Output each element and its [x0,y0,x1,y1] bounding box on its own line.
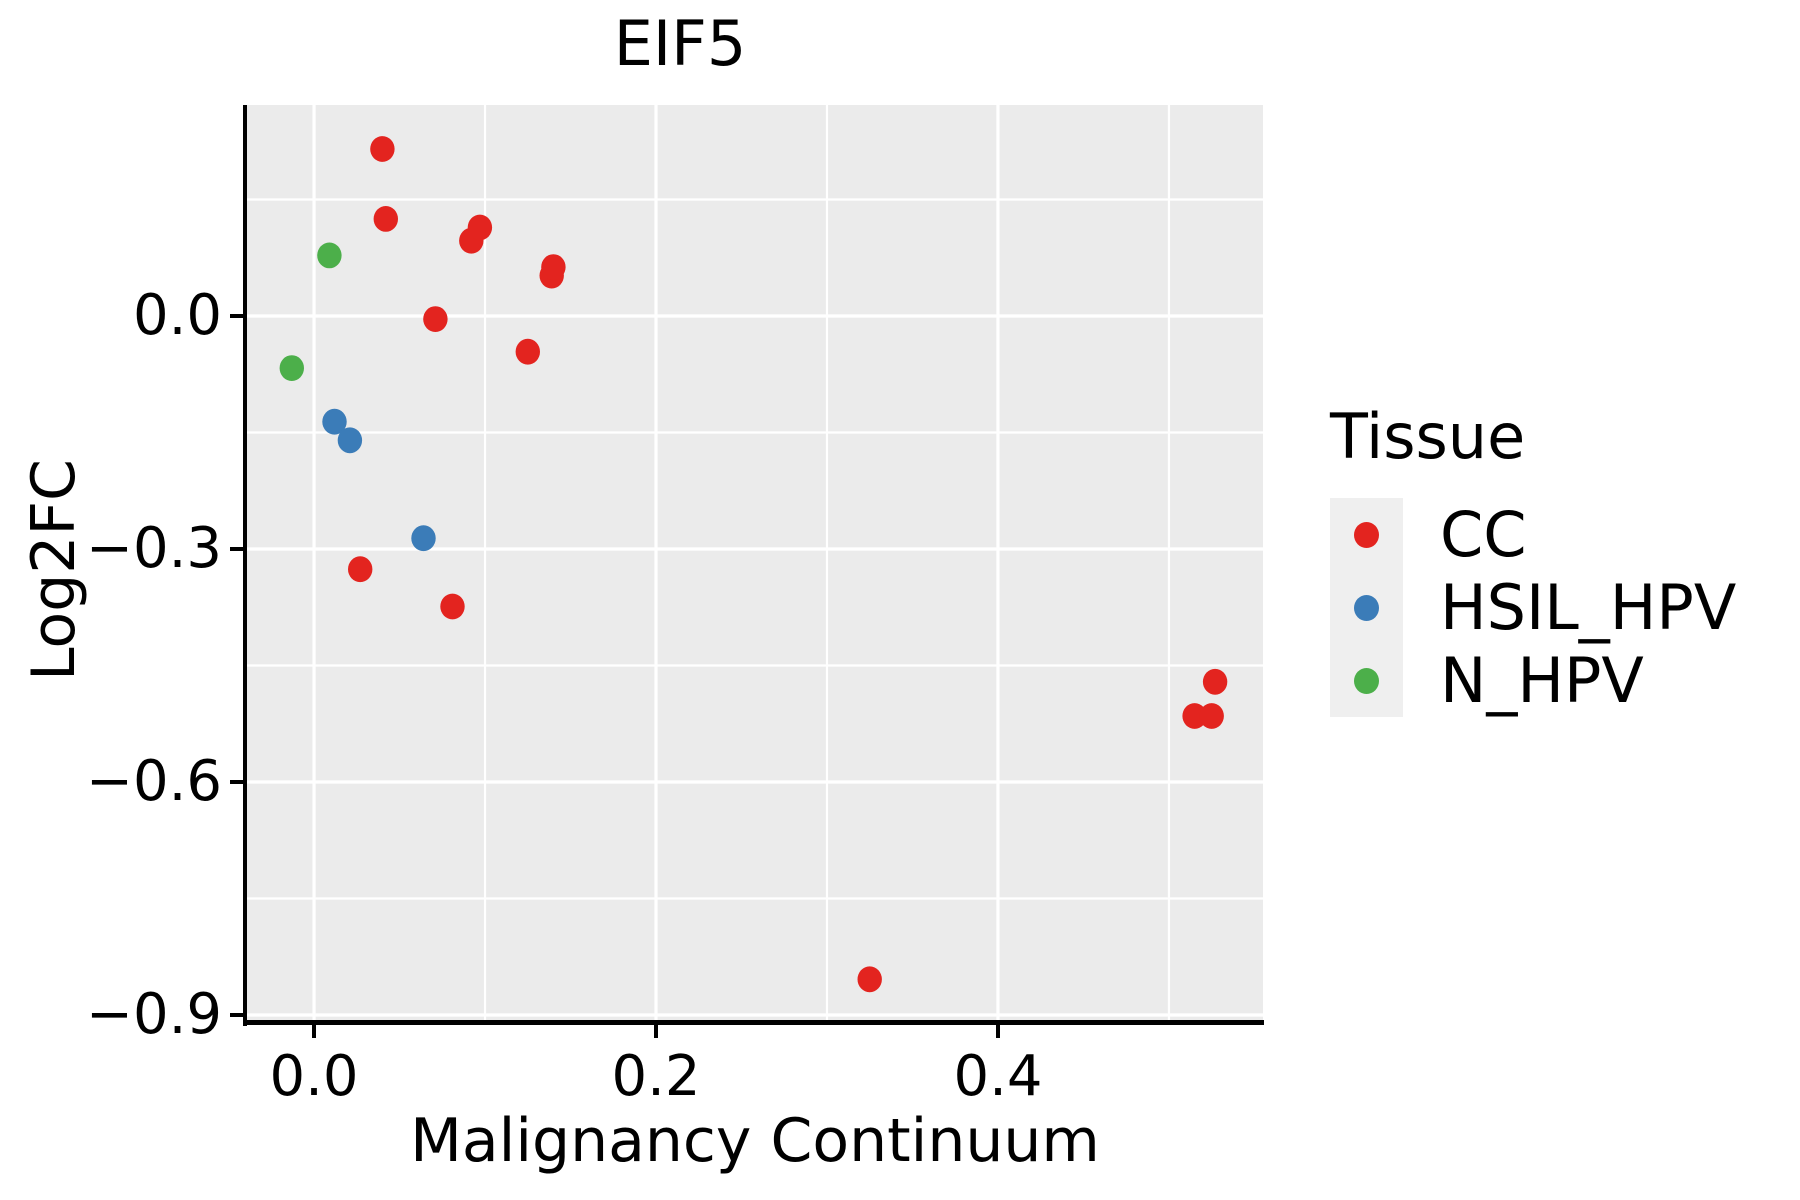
legend: Tissue CC HSIL_HPV N_HPV [1330,400,1800,718]
legend-key [1330,644,1403,718]
legend-entry-HSIL_HPV: HSIL_HPV [1330,571,1800,645]
y-tick-mark [230,780,243,785]
data-point-CC [857,966,882,993]
x-tick-mark [995,1025,1000,1038]
x-tick-mark [653,1025,658,1038]
legend-entry-CC: CC [1330,498,1800,572]
plot-panel [247,105,1263,1020]
data-point-CC [373,206,398,232]
legend-label: CC [1440,498,1527,572]
data-point-CC [370,136,395,162]
data-point-CC [515,338,540,365]
legend-dot-icon [1354,667,1379,694]
legend-key [1330,571,1403,645]
data-point-CC [467,214,493,241]
y-tick-label: −0.9 [86,982,222,1048]
y-tick-mark [230,547,243,552]
data-point-CC [440,593,465,620]
y-tick-mark [230,1013,243,1018]
y-axis-title: Log2FC [19,459,89,681]
legend-key [1330,498,1403,572]
data-point-CC [1182,703,1207,729]
data-point-CC [541,254,566,280]
data-point-CC [1199,703,1224,729]
data-point-N_HPV [279,355,304,381]
plot-title: EIF5 [613,7,747,80]
y-axis-spine [243,105,247,1026]
legend-label: N_HPV [1440,644,1644,718]
data-point-N_HPV [317,242,342,269]
data-point-CC [423,306,448,332]
x-tick-mark [312,1025,317,1038]
legend-title: Tissue [1330,400,1526,473]
data-point-HSIL_HPV [322,408,347,435]
data-point-HSIL_HPV [411,525,436,552]
data-point-HSIL_HPV [337,427,363,454]
x-tick-label: 0.4 [953,1044,1043,1109]
y-tick-mark [230,314,243,319]
y-tick-label: −0.3 [86,516,222,582]
legend-dot-icon [1354,594,1379,621]
x-tick-label: 0.2 [611,1044,701,1109]
plot-canvas [247,105,1263,1020]
y-tick-label: −0.6 [86,749,222,815]
x-axis-title: Malignancy Continuum [410,1106,1100,1176]
y-tick-label: 0.0 [132,283,222,349]
legend-entry-N_HPV: N_HPV [1330,644,1800,718]
legend-entries: CC HSIL_HPV N_HPV [1330,498,1800,718]
legend-dot-icon [1354,521,1379,548]
data-point-CC [348,556,373,583]
x-tick-label: 0.0 [269,1044,359,1109]
x-axis-spine [243,1020,1264,1025]
legend-label: HSIL_HPV [1440,571,1737,645]
data-point-CC [1202,668,1228,695]
